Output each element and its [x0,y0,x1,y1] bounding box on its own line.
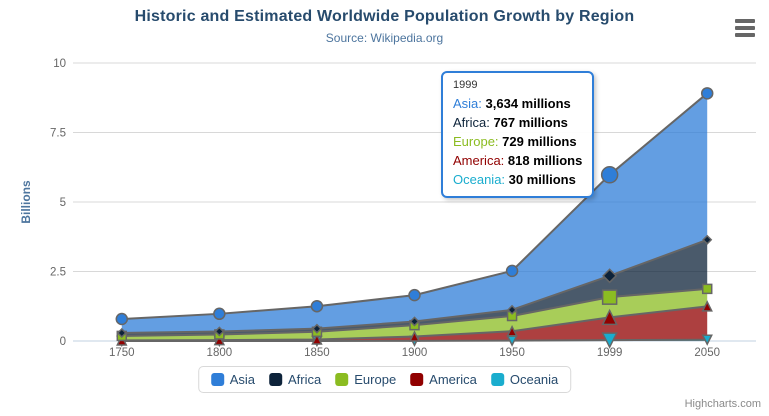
legend-swatch-america [410,373,424,386]
marker-america-1950[interactable] [506,325,518,337]
legend-item-oceania[interactable]: Oceania [490,372,559,387]
legend-label: Asia [229,372,256,387]
x-axis-label: 1850 [304,347,330,359]
marker-asia-1999[interactable] [600,166,619,184]
marker-oceania-1999[interactable] [601,332,618,349]
tooltip-row-america: America: 818 millions [453,151,582,170]
marker-america-1850[interactable] [311,333,323,345]
marker-europe-1999[interactable] [601,289,618,305]
legend-swatch-africa [269,373,283,386]
tooltip-series-value: 30 millions [505,172,576,187]
tooltip-header: 1999 [453,79,478,91]
chart-subtitle: Source: Wikipedia.org [325,31,444,45]
legend-label: Africa [288,372,322,387]
x-axis-label: 1800 [207,347,233,359]
marker-africa-1950[interactable] [507,304,518,315]
area-asia[interactable] [121,93,708,333]
tooltip-series-name: America: [453,153,505,168]
tooltip-series-name: Asia: [453,96,482,111]
x-axis-label: 2050 [694,347,720,359]
marker-oceania-2050[interactable] [701,334,713,346]
tooltip-series-name: Oceania: [453,172,506,187]
credits-link[interactable]: Highcharts.com [684,398,761,410]
tooltip-row-africa: Africa: 767 millions [453,113,582,132]
legend-swatch-oceania [490,373,504,386]
tooltip-series-value: 729 millions [498,134,577,149]
legend-item-europe[interactable]: Europe [335,372,396,387]
legend-label: America [429,372,477,387]
y-axis-label: 10 [53,58,66,70]
tooltip-series-value: 818 millions [504,153,583,168]
tooltip-row-asia: Asia: 3,634 millions [453,94,582,113]
x-axis-label: 1750 [109,347,135,359]
marker-asia-1950[interactable] [505,264,519,278]
marker-africa-1850[interactable] [311,323,322,334]
marker-asia-1900[interactable] [408,288,421,302]
marker-asia-2050[interactable] [700,87,714,100]
y-axis-label: 7.5 [50,128,66,140]
area-america[interactable] [121,306,708,341]
legend-label: Oceania [509,372,559,387]
chart-title: Historic and Estimated Worldwide Populat… [134,8,635,25]
tooltip-series-value: 3,634 millions [481,96,571,111]
marker-africa-2050[interactable] [702,234,713,245]
hamburger-icon [735,19,755,37]
x-axis-label: 1900 [402,347,428,359]
legend-item-africa[interactable]: Africa [269,372,321,387]
tooltip: 1999 Asia: 3,634 millions Africa: 767 mil… [441,71,595,198]
marker-europe-2050[interactable] [701,283,713,295]
marker-asia-1800[interactable] [213,307,226,321]
legend-label: Europe [354,372,397,387]
legend-item-asia[interactable]: Asia [210,372,256,387]
x-axis-label: 1950 [499,347,525,359]
tooltip-series-name: Europe: [453,134,499,149]
export-menu-button[interactable] [733,14,757,42]
marker-america-2050[interactable] [701,300,713,312]
marker-america-1800[interactable] [213,333,226,346]
marker-africa-1750[interactable] [116,327,127,339]
tooltip-row-europe: Europe: 729 millions [453,132,582,151]
y-axis-label: 2.5 [50,267,66,279]
marker-asia-1850[interactable] [310,299,324,313]
legend-swatch-europe [335,373,349,386]
tooltip-series-value: 767 millions [489,115,568,130]
y-axis-label: 5 [60,197,66,209]
x-axis-label: 1999 [597,347,623,359]
marker-asia-1750[interactable] [115,312,129,326]
area-africa[interactable] [121,239,708,336]
legend: Asia Africa Europe America Oceania [197,366,572,393]
legend-swatch-asia [210,373,224,386]
marker-america-1900[interactable] [408,330,421,342]
marker-africa-1900[interactable] [409,316,420,327]
y-axis-label: 0 [60,336,66,348]
tooltip-row-oceania: Oceania: 30 millions [453,170,582,189]
legend-item-america[interactable]: America [410,372,477,387]
marker-america-1999[interactable] [601,308,618,326]
marker-africa-1999[interactable] [602,268,618,284]
tooltip-series-name: Africa: [453,115,490,130]
marker-africa-1800[interactable] [214,326,225,337]
